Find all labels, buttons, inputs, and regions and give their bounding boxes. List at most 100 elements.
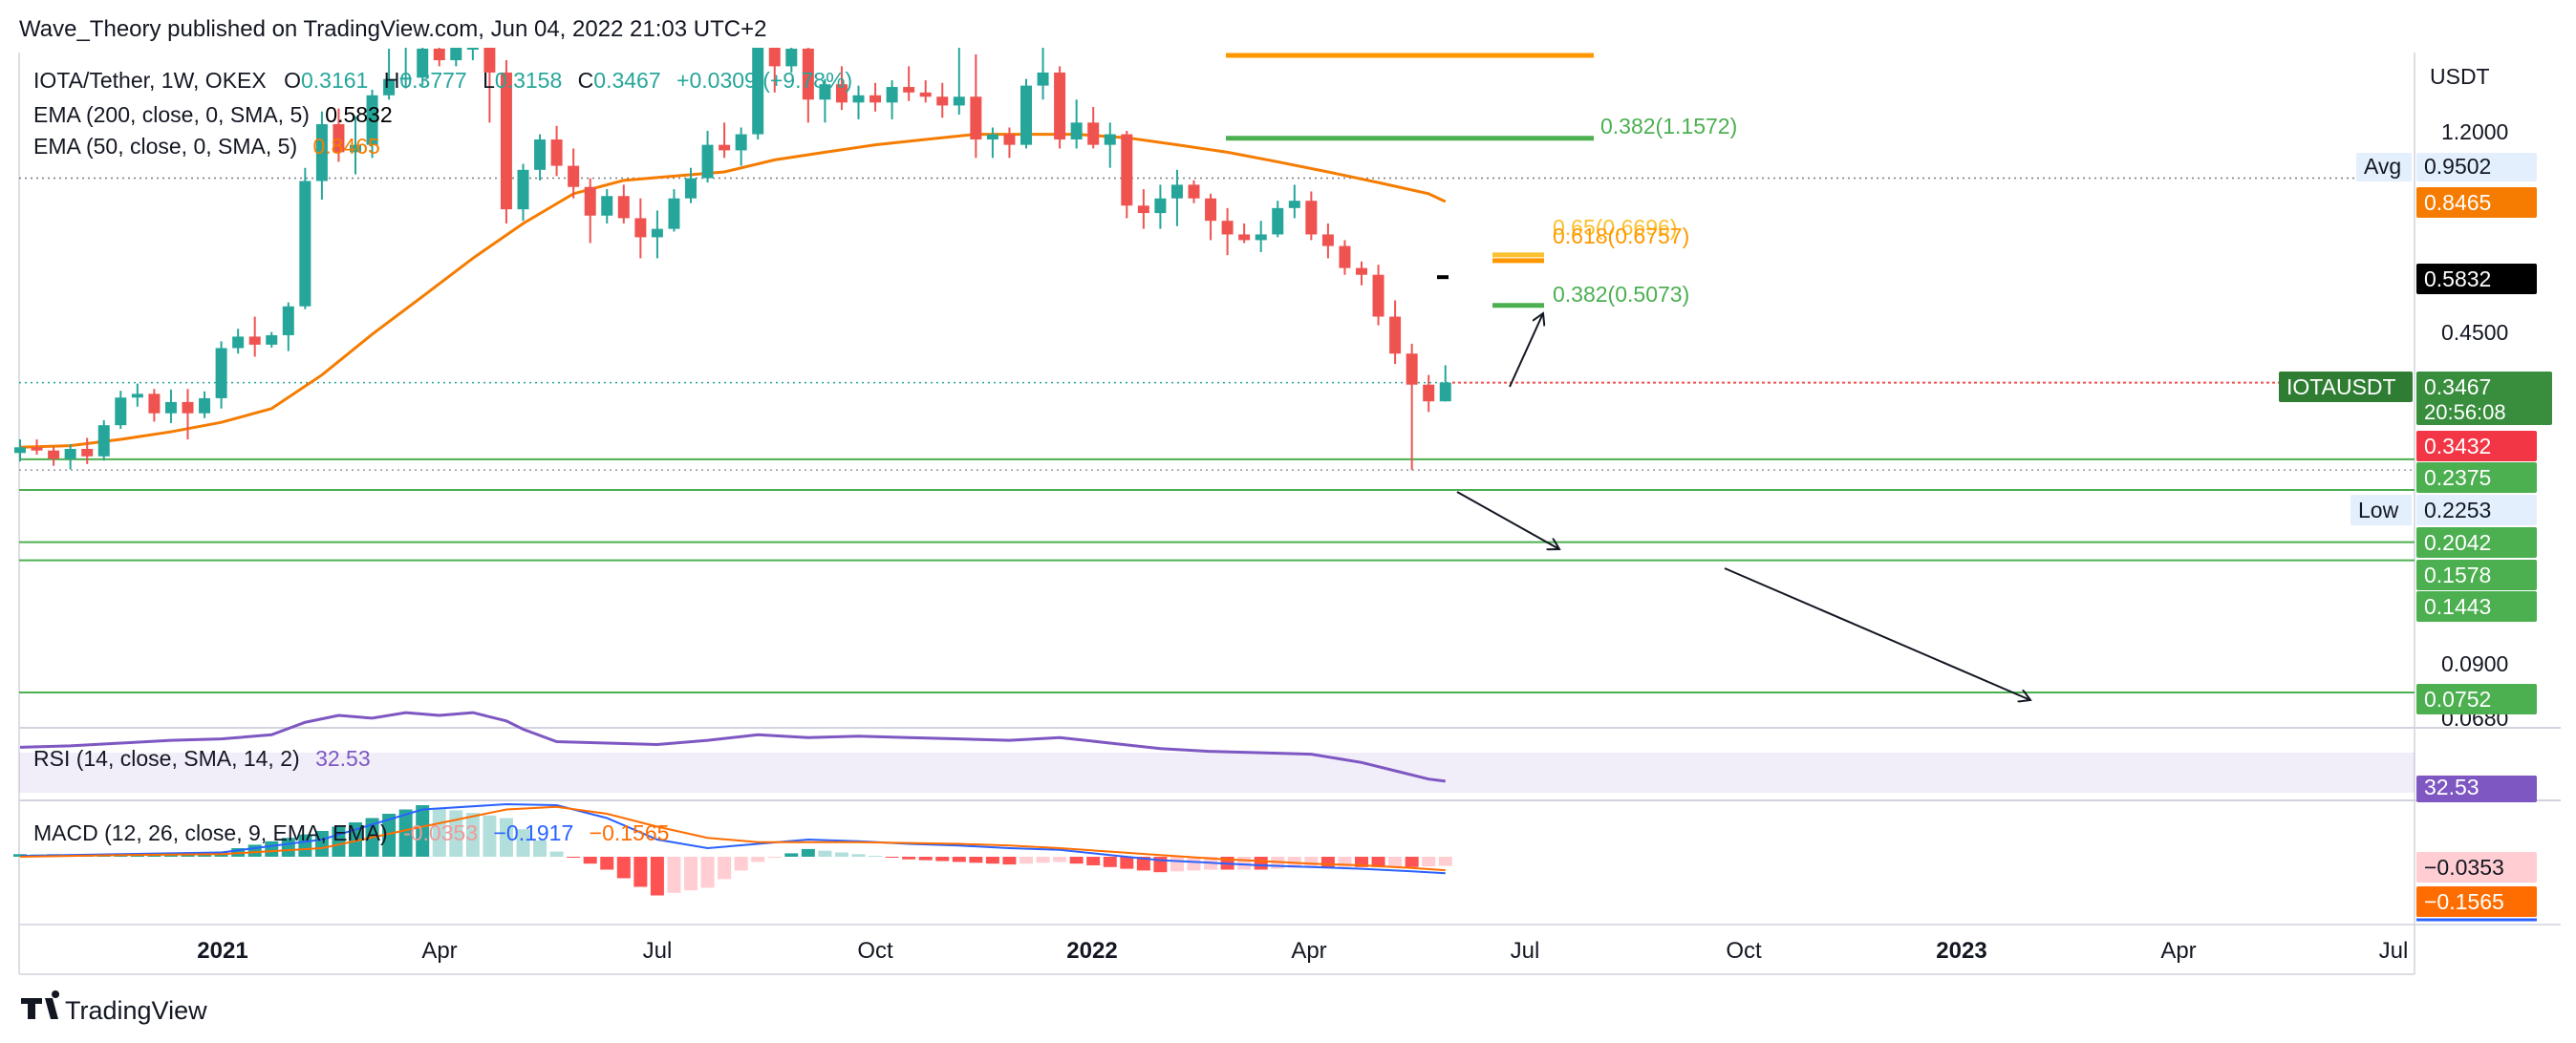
candle-body <box>115 397 127 426</box>
time-label: Apr <box>2160 938 2196 964</box>
candle-body <box>869 95 882 103</box>
time-axis[interactable]: 2021 Apr Jul Oct 2022 Apr Jul Oct 2023 A… <box>197 938 2408 964</box>
candle <box>534 134 547 181</box>
time-label: Jul <box>643 938 673 964</box>
candle-body <box>919 92 932 97</box>
candle-body <box>819 84 831 100</box>
candle-body <box>601 196 613 216</box>
macd-histogram-bar <box>247 844 262 857</box>
macd-histogram-bar <box>1355 857 1368 867</box>
macd-histogram-bar <box>1136 857 1150 871</box>
candle-body <box>752 48 764 135</box>
macd-signal-badge: −0.1565 <box>2416 886 2537 917</box>
macd-histogram-bar <box>616 857 631 879</box>
macd-histogram-bar <box>1320 857 1335 867</box>
candle-body <box>802 48 814 100</box>
candle <box>383 48 396 100</box>
candle <box>164 389 177 423</box>
macd-histogram-bar <box>751 857 765 862</box>
candle <box>1372 265 1385 326</box>
candle-body <box>953 96 965 106</box>
ema200-badge-text: 0.5832 <box>2424 266 2491 291</box>
candle <box>1003 127 1016 159</box>
macd-histogram-bar <box>449 810 463 857</box>
macd-histogram-bar <box>969 857 983 863</box>
macd-histogram-bar <box>985 857 999 864</box>
support-badge-text: 0.1443 <box>2424 594 2491 619</box>
prev-close-badge-text: 0.3432 <box>2424 434 2491 458</box>
candle <box>48 446 60 466</box>
macd-histogram-bar <box>1422 857 1436 867</box>
candles[interactable] <box>14 48 1451 471</box>
candle-body <box>685 178 697 199</box>
svg-text:RSI (14, close, SMA, 14, 2): RSI (14, close, SMA, 14, 2) 32.53 <box>33 746 371 771</box>
candle <box>701 131 714 183</box>
candle <box>1137 189 1149 229</box>
candle-body <box>617 196 630 219</box>
support-badge-bg <box>2416 591 2537 622</box>
candle-body <box>584 186 596 216</box>
rsi-value-badge-bg <box>2416 776 2537 802</box>
candle-body <box>1188 184 1200 199</box>
macd-histogram-bar <box>398 809 413 857</box>
tradingview-logo: TradingView <box>21 990 207 1025</box>
price-axis-unit: USDT <box>2430 64 2490 89</box>
candle <box>81 437 94 464</box>
candle <box>64 443 76 470</box>
candle <box>366 89 378 159</box>
candle <box>668 189 680 232</box>
candle-body <box>215 348 227 398</box>
macd-histogram-bar <box>465 813 480 857</box>
arrow-down-2 <box>1724 567 2030 700</box>
candle-body <box>1003 134 1016 145</box>
support-badge-text: 0.2042 <box>2424 530 2491 555</box>
rsi-value-badge: 32.53 <box>2416 775 2537 802</box>
candle <box>1255 221 1267 252</box>
candle-body <box>350 144 361 153</box>
macd-signal-line <box>19 805 1446 872</box>
candle <box>1188 180 1200 203</box>
fib-levels <box>1226 53 1594 309</box>
macd-histogram-bar <box>1053 857 1067 862</box>
candle-body <box>366 95 378 145</box>
macd-histogram-bar <box>1438 857 1452 866</box>
candle-body <box>651 228 663 238</box>
macd-histogram-bar <box>1304 857 1319 867</box>
macd-histogram-bar <box>952 857 966 862</box>
candle <box>986 127 998 159</box>
low-label-badge-bg <box>2351 495 2412 525</box>
candle-body <box>701 144 714 179</box>
ema50-badge: 0.8465 <box>2416 187 2537 218</box>
candle-body <box>852 95 865 103</box>
candle-body <box>835 84 848 103</box>
candle <box>517 163 529 222</box>
candle-body <box>1339 245 1351 268</box>
rsi-band <box>19 753 2415 793</box>
macd-hist-badge-text: −0.0353 <box>2424 855 2504 880</box>
support-badge-text: 0.2375 <box>2424 465 2491 490</box>
candle-body <box>1221 221 1234 235</box>
candle <box>1121 131 1133 219</box>
candle-body <box>1137 205 1149 214</box>
macd-histogram-bar <box>834 852 848 857</box>
low-value-badge-bg <box>2416 495 2537 525</box>
candle <box>953 48 965 116</box>
macd-histogram-bar <box>801 848 815 857</box>
candle-body <box>199 397 211 414</box>
symbol-price-countdown: 20:56:08 <box>2424 400 2506 424</box>
candle <box>819 78 831 123</box>
support-badge-bg <box>2416 462 2537 493</box>
prev-close-badge-bg <box>2416 431 2537 461</box>
candle-body <box>735 134 747 151</box>
low-label-badge-text: Low <box>2358 498 2399 522</box>
candle <box>685 167 697 203</box>
candle <box>1020 78 1032 149</box>
candle <box>148 389 161 422</box>
candle-body <box>1406 353 1418 385</box>
fib-label-065: 0.65(0.6696) <box>1553 215 1677 240</box>
ema200-badge-bg <box>2416 264 2537 294</box>
candle-body <box>81 448 94 457</box>
candle <box>1339 240 1351 275</box>
time-label: Jul <box>1511 938 1540 964</box>
